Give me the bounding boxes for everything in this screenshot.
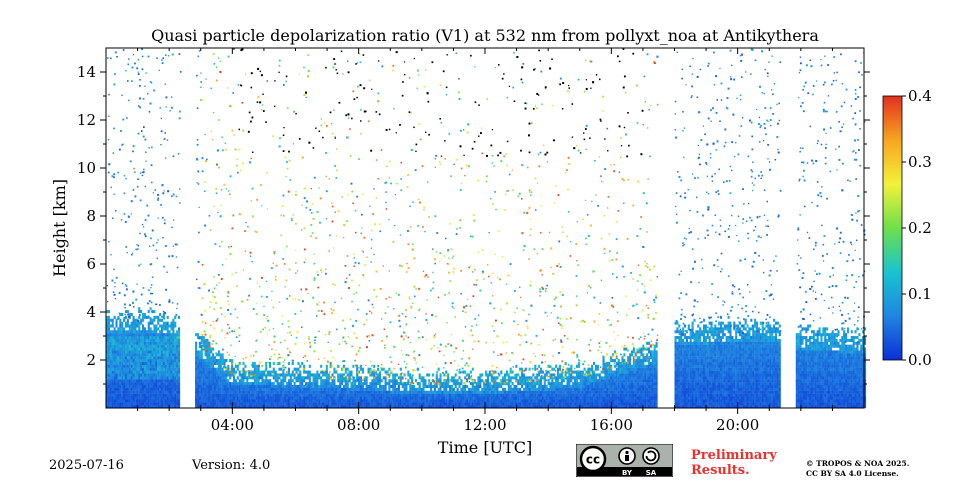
x-axis-label: Time [UTC]	[438, 438, 532, 457]
copyright-notice: © TROPOS & NOA 2025. CC BY SA 4.0 Licens…	[806, 459, 909, 479]
colorbar-ticks: 0.0 0.1 0.2 0.3 0.4	[902, 87, 932, 369]
colorbar-tick-label: 0.0	[908, 351, 932, 369]
sa-label: SA	[646, 469, 657, 477]
version-label: Version: 4.0	[192, 458, 270, 473]
chart-title: Quasi particle depolarization ratio (V1)…	[151, 26, 819, 45]
by-label: BY	[622, 469, 633, 477]
colorbar-tick-label: 0.1	[908, 285, 932, 303]
x-tick-label: 04:00	[211, 416, 254, 434]
y-tick-label: 8	[86, 207, 96, 225]
x-tick-label: 16:00	[590, 416, 633, 434]
y-tick-label: 14	[77, 63, 96, 81]
copyright-line-2: CC BY SA 4.0 License.	[806, 469, 909, 479]
colorbar-tick-label: 0.4	[908, 87, 932, 105]
x-tick-label: 08:00	[337, 416, 380, 434]
share-alike-icon	[643, 448, 659, 464]
x-tick-label: 12:00	[463, 416, 506, 434]
preliminary-results-label: Preliminary Results.	[691, 448, 777, 478]
y-tick-label: 4	[86, 303, 96, 321]
cc-logo-text: cc	[586, 453, 600, 467]
colorbar-tick-label: 0.2	[908, 219, 932, 237]
copyright-line-1: © TROPOS & NOA 2025.	[806, 459, 909, 469]
y-tick-label: 2	[86, 351, 96, 369]
y-tick-label: 6	[86, 255, 96, 273]
x-tick-label: 20:00	[716, 416, 759, 434]
heatmap-area	[106, 48, 866, 408]
y-axis-label: Height [km]	[50, 179, 69, 277]
colorbar-tick-label: 0.3	[908, 153, 932, 171]
colorbar	[883, 96, 902, 360]
y-tick-label: 12	[77, 111, 96, 129]
date-label: 2025-07-16	[49, 458, 124, 473]
y-tick-label: 10	[77, 159, 96, 177]
cc-license-badge[interactable]: cc BY SA	[576, 444, 673, 477]
